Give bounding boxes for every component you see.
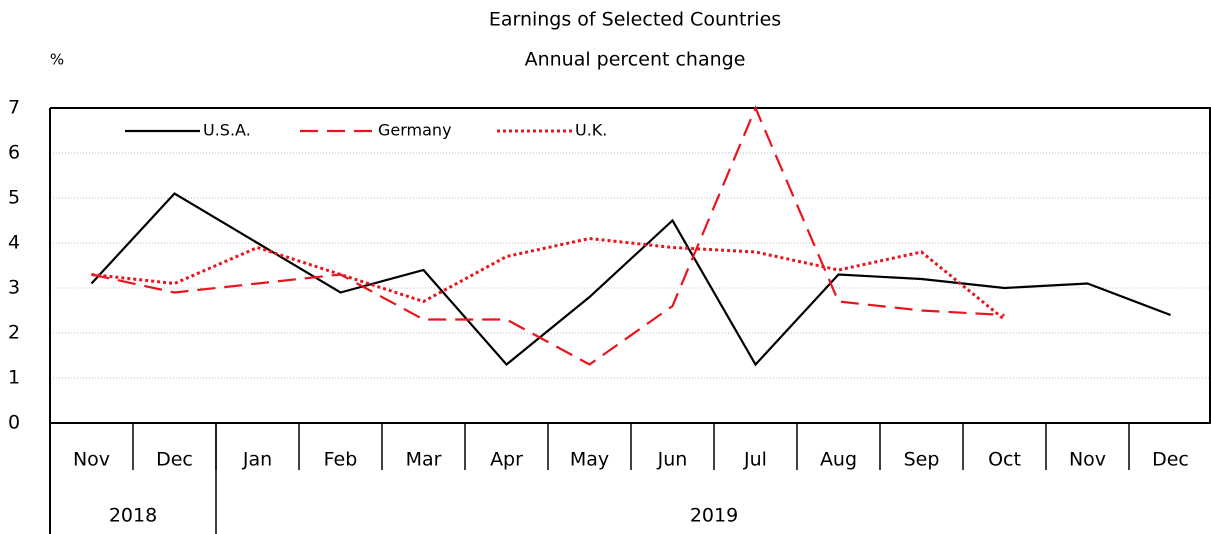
x-tick-label: Dec xyxy=(156,449,193,471)
x-tick-label: Mar xyxy=(406,449,442,471)
x-tick-label: Dec xyxy=(1152,449,1189,471)
x-tick-label: Nov xyxy=(1069,449,1106,471)
year-label: 2019 xyxy=(690,505,738,527)
x-tick-label: Aug xyxy=(820,449,857,471)
y-axis-label: % xyxy=(50,51,64,69)
y-tick-label: 5 xyxy=(8,187,20,209)
x-tick-label: Jul xyxy=(743,449,767,471)
y-tick-label: 7 xyxy=(8,97,20,119)
chart-subtitle: Annual percent change xyxy=(525,49,746,71)
y-tick-label: 0 xyxy=(8,412,20,434)
y-tick-label: 1 xyxy=(8,367,20,389)
x-tick-label: Jun xyxy=(657,449,688,471)
y-tick-label: 3 xyxy=(8,277,20,299)
y-tick-label: 6 xyxy=(8,142,20,164)
x-tick-label: May xyxy=(570,449,609,471)
year-label: 2018 xyxy=(109,505,157,527)
x-tick-label: Feb xyxy=(324,449,358,471)
series-line xyxy=(90,192,1171,367)
series-line xyxy=(91,105,1005,366)
legend-label: U.K. xyxy=(575,121,607,140)
series-line xyxy=(91,236,1006,321)
chart-title: Earnings of Selected Countries xyxy=(489,9,781,31)
legend-label: U.S.A. xyxy=(203,121,251,140)
x-tick-label: Nov xyxy=(73,449,110,471)
x-tick-label: Oct xyxy=(988,449,1021,471)
legend-label: Germany xyxy=(378,121,452,140)
y-tick-label: 4 xyxy=(8,232,20,254)
x-tick-label: Apr xyxy=(490,449,523,471)
x-tick-label: Jan xyxy=(242,449,272,471)
x-tick-label: Sep xyxy=(904,449,940,471)
y-tick-label: 2 xyxy=(8,322,20,344)
